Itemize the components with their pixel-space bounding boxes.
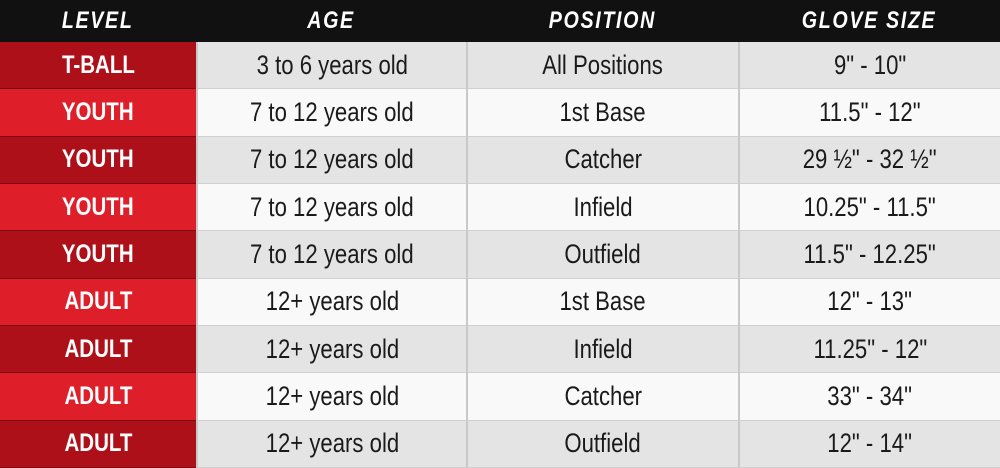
table-cell: 33" - 34" [738, 373, 1000, 421]
table-cell: Catcher [466, 136, 738, 184]
table-cell-text: 12" - 14" [827, 428, 913, 459]
table-cell-text: All Positions [542, 49, 664, 80]
table-cell: 11.5" - 12" [738, 89, 1000, 137]
level-cell-text: ADULT [64, 334, 132, 363]
table-cell-text: 7 to 12 years old [250, 96, 414, 127]
table-cell-text: Outfield [564, 238, 642, 269]
level-cell-text: YOUTH [62, 192, 134, 221]
table-cell-text: Infield [573, 333, 633, 364]
table-cell: 12+ years old [196, 373, 466, 421]
table-cell: 12" - 13" [738, 278, 1000, 326]
table-cell: 1st Base [466, 89, 738, 137]
table-cell-text: 11.5" - 12.25" [803, 238, 937, 269]
table-cell-text: 12" - 13" [827, 286, 913, 317]
level-cell-text: ADULT [64, 429, 132, 458]
table-cell-text: 7 to 12 years old [250, 238, 414, 269]
table-cell: 12+ years old [196, 420, 466, 468]
table-cell-text: 1st Base [559, 96, 647, 127]
header-cell-text: AGE [307, 7, 355, 34]
table-cell: 12+ years old [196, 325, 466, 374]
level-cell-text: ADULT [64, 287, 132, 316]
table-cell-text: Infield [573, 191, 633, 222]
table-cell: 12" - 14" [738, 420, 1000, 468]
table-cell: 10.25" - 11.5" [738, 183, 1000, 232]
level-cell-text: YOUTH [62, 145, 134, 174]
header-cell-text: GLOVE SIZE [801, 7, 937, 34]
table-cell-text: 12+ years old [265, 286, 399, 317]
table-cell: 11.25" - 12" [738, 325, 1000, 374]
table-cell-text: 1st Base [559, 286, 647, 317]
table-cell-text: Catcher [564, 380, 642, 411]
level-cell: ADULT [0, 325, 196, 374]
table-cell: 3 to 6 years old [196, 42, 466, 90]
header-cell: GLOVE SIZE [738, 0, 1000, 42]
table-cell-text: 7 to 12 years old [250, 191, 414, 222]
table-cell-text: 11.25" - 12" [813, 333, 927, 364]
header-cell: LEVEL [0, 0, 196, 42]
header-cell-text: LEVEL [62, 7, 134, 34]
table-cell-text: 29 ½" - 32 ½" [803, 144, 937, 175]
table-cell-text: 33" - 34" [827, 380, 913, 411]
level-cell-text: T-BALL [61, 50, 135, 79]
table-cell: Outfield [466, 231, 738, 279]
table-cell: 1st Base [466, 278, 738, 326]
table-cell: Catcher [466, 373, 738, 421]
table-cell: 7 to 12 years old [196, 183, 466, 232]
table-cell-text: 12+ years old [265, 380, 399, 411]
table-cell-text: 12+ years old [265, 428, 399, 459]
table-cell: Infield [466, 325, 738, 374]
table-cell: 12+ years old [196, 278, 466, 326]
header-cell-text: POSITION [548, 7, 656, 34]
table-cell: 11.5" - 12.25" [738, 231, 1000, 279]
table-cell-text: 11.5" - 12" [819, 96, 921, 127]
table-cell: 7 to 12 years old [196, 89, 466, 137]
level-cell: YOUTH [0, 183, 196, 232]
level-cell: ADULT [0, 420, 196, 468]
level-cell-text: YOUTH [62, 97, 134, 126]
level-cell: YOUTH [0, 89, 196, 137]
level-cell: T-BALL [0, 42, 196, 90]
table-cell-text: 7 to 12 years old [250, 144, 414, 175]
level-cell-text: YOUTH [62, 239, 134, 268]
header-cell: AGE [196, 0, 466, 42]
table-cell: Infield [466, 183, 738, 232]
table-cell: All Positions [466, 42, 738, 90]
table-cell: 9" - 10" [738, 42, 1000, 90]
level-cell: ADULT [0, 373, 196, 421]
table-cell: 7 to 12 years old [196, 231, 466, 279]
table-cell-text: 3 to 6 years old [256, 49, 408, 80]
header-cell: POSITION [466, 0, 738, 42]
table-cell: Outfield [466, 420, 738, 468]
level-cell: YOUTH [0, 231, 196, 279]
table-cell-text: 12+ years old [265, 333, 399, 364]
level-cell: YOUTH [0, 136, 196, 184]
level-cell: ADULT [0, 278, 196, 326]
table-cell-text: 10.25" - 11.5" [803, 191, 937, 222]
table-cell-text: Outfield [564, 428, 642, 459]
table-cell: 7 to 12 years old [196, 136, 466, 184]
table-cell: 29 ½" - 32 ½" [738, 136, 1000, 184]
level-cell-text: ADULT [64, 381, 132, 410]
table-cell-text: Catcher [564, 144, 642, 175]
table-cell-text: 9" - 10" [833, 49, 907, 80]
